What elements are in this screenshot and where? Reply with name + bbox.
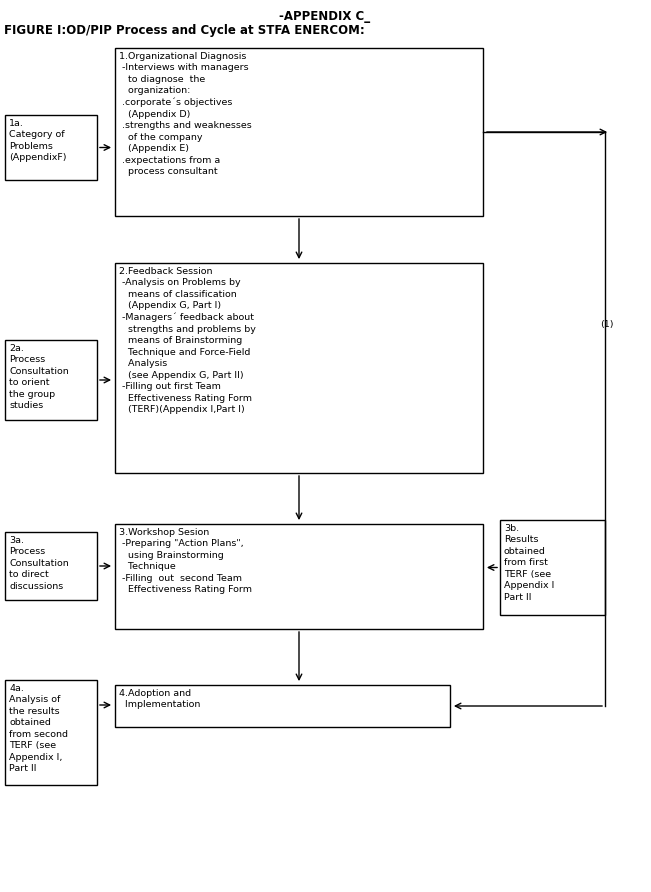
Text: FIGURE I:OD/PIP Process and Cycle at STFA ENERCOM:: FIGURE I:OD/PIP Process and Cycle at STF… (4, 24, 365, 37)
Text: 4.Adoption and
  Implementation: 4.Adoption and Implementation (119, 689, 201, 709)
Bar (115, 48, 483, 216)
Bar (5, 115, 97, 180)
Text: 3b.
Results
obtained
from first
TERF (see
Appendix I
Part II: 3b. Results obtained from first TERF (se… (504, 524, 555, 602)
Text: -APPENDIX C_: -APPENDIX C_ (279, 10, 370, 23)
Bar (115, 685, 450, 727)
Text: 3a.
Process
Consultation
to direct
discussions: 3a. Process Consultation to direct discu… (9, 536, 69, 591)
Text: (1): (1) (600, 320, 613, 329)
Text: 3.Workshop Sesion
 -Preparing "Action Plans",
   using Brainstorming
   Techniqu: 3.Workshop Sesion -Preparing "Action Pla… (119, 528, 252, 594)
Bar (5, 532, 97, 600)
Text: 4a.
Analysis of
the results
obtained
from second
TERF (see
Appendix I,
Part II: 4a. Analysis of the results obtained fro… (9, 684, 68, 773)
Bar (5, 680, 97, 785)
Bar (500, 520, 605, 615)
Bar (5, 340, 97, 420)
Text: 2a.
Process
Consultation
to orient
the group
studies: 2a. Process Consultation to orient the g… (9, 344, 69, 410)
Bar (115, 524, 483, 629)
Text: 2.Feedback Session
 -Analysis on Problems by
   means of classification
   (Appe: 2.Feedback Session -Analysis on Problems… (119, 267, 256, 414)
Bar (115, 263, 483, 473)
Text: 1a.
Category of
Problems
(AppendixF): 1a. Category of Problems (AppendixF) (9, 119, 66, 162)
Text: 1.Organizational Diagnosis
 -Interviews with managers
   to diagnose  the
   org: 1.Organizational Diagnosis -Interviews w… (119, 52, 252, 177)
